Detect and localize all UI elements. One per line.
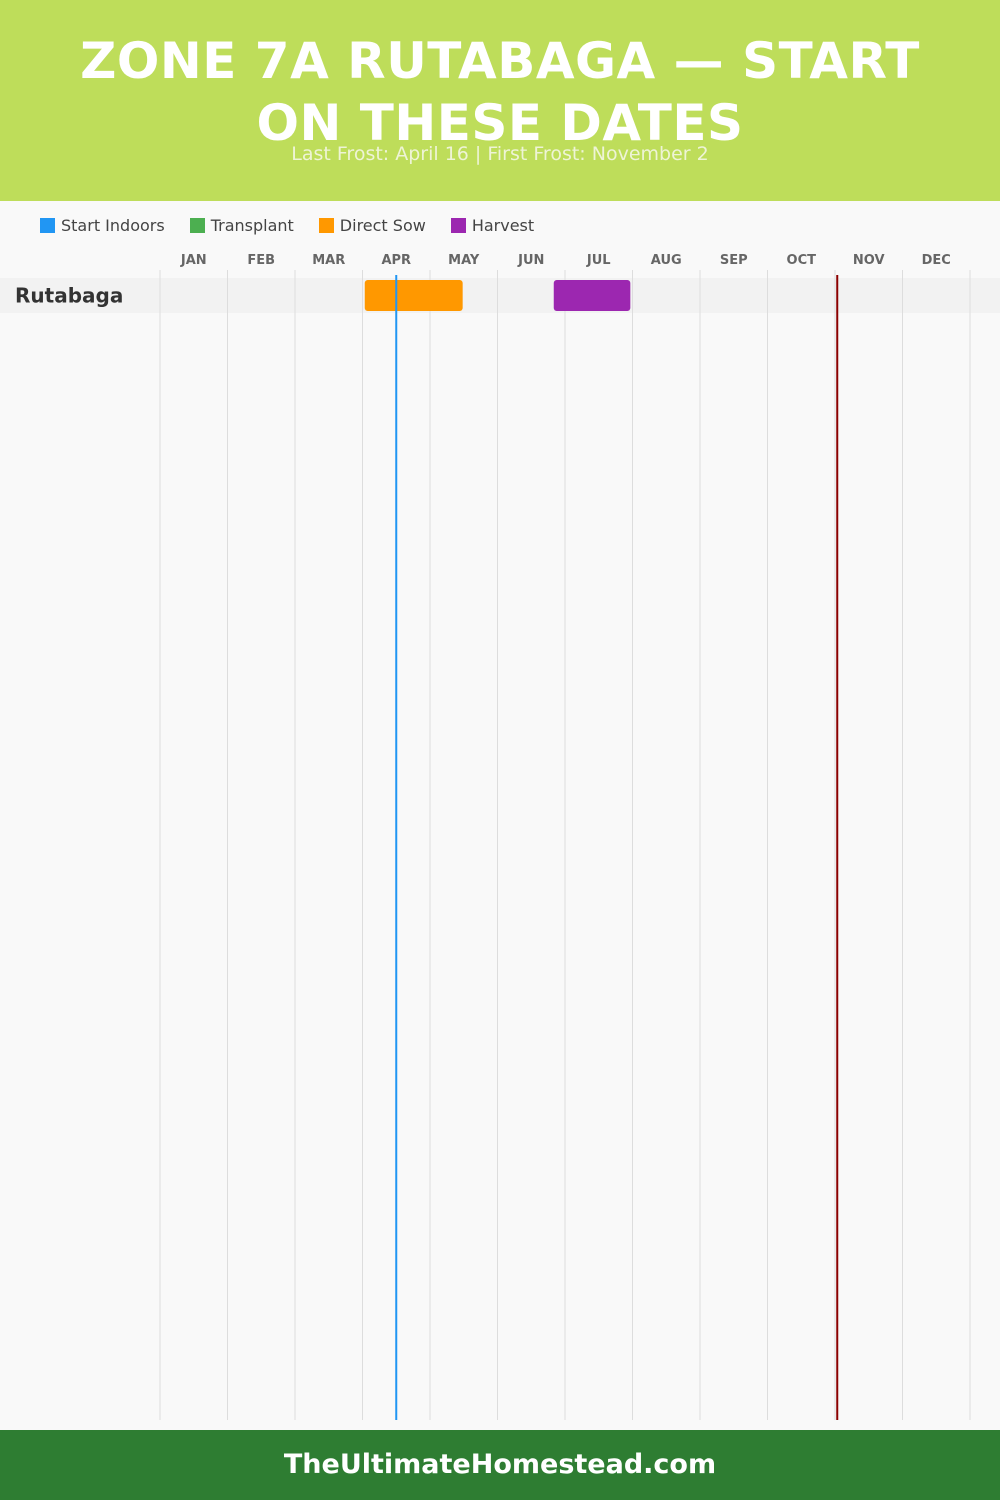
page-title: ZONE 7A RUTABAGA — START ON THESE DATES xyxy=(80,32,920,152)
legend: Start Indoors Transplant Direct Sow Harvest xyxy=(40,213,559,237)
month-label-feb: FEB xyxy=(247,253,275,268)
legend-label: Transplant xyxy=(210,215,294,235)
header-banner: ZONE 7A RUTABAGA — START ON THESE DATES … xyxy=(0,0,1000,201)
month-label-aug: AUG xyxy=(651,253,682,268)
legend-item-transplant: Transplant xyxy=(189,215,294,235)
legend-swatch xyxy=(450,217,466,233)
bar-direct-sow xyxy=(364,280,463,311)
legend-swatch xyxy=(189,217,205,233)
bar-harvest xyxy=(553,280,631,311)
legend-swatch xyxy=(318,217,334,233)
month-label-jan: JAN xyxy=(180,253,207,268)
month-label-oct: OCT xyxy=(787,253,817,268)
legend-label: Direct Sow xyxy=(339,215,426,235)
legend-label: Start Indoors xyxy=(61,215,165,235)
crop-label: Rutabaga xyxy=(15,284,123,308)
month-label-nov: NOV xyxy=(853,253,885,268)
month-label-sep: SEP xyxy=(720,253,748,268)
footer-website-link[interactable]: TheUltimateHomestead.com xyxy=(283,1449,717,1480)
footer-banner: TheUltimateHomestead.com xyxy=(0,1430,1000,1500)
frost-dates-subtitle: Last Frost: April 16 | First Frost: Nove… xyxy=(291,143,709,165)
legend-item-direct-sow: Direct Sow xyxy=(318,215,426,235)
month-label-apr: APR xyxy=(381,253,411,268)
month-label-dec: DEC xyxy=(922,253,951,268)
legend-item-harvest: Harvest xyxy=(450,215,535,235)
month-label-jul: JUL xyxy=(586,253,611,268)
month-label-mar: MAR xyxy=(312,253,345,268)
legend-label: Harvest xyxy=(471,215,535,235)
row-background xyxy=(0,278,1000,313)
legend-swatch xyxy=(40,217,55,233)
legend-item-start-indoors: Start Indoors xyxy=(40,216,165,235)
month-label-jun: JUN xyxy=(517,253,544,268)
month-label-may: MAY xyxy=(448,253,480,268)
